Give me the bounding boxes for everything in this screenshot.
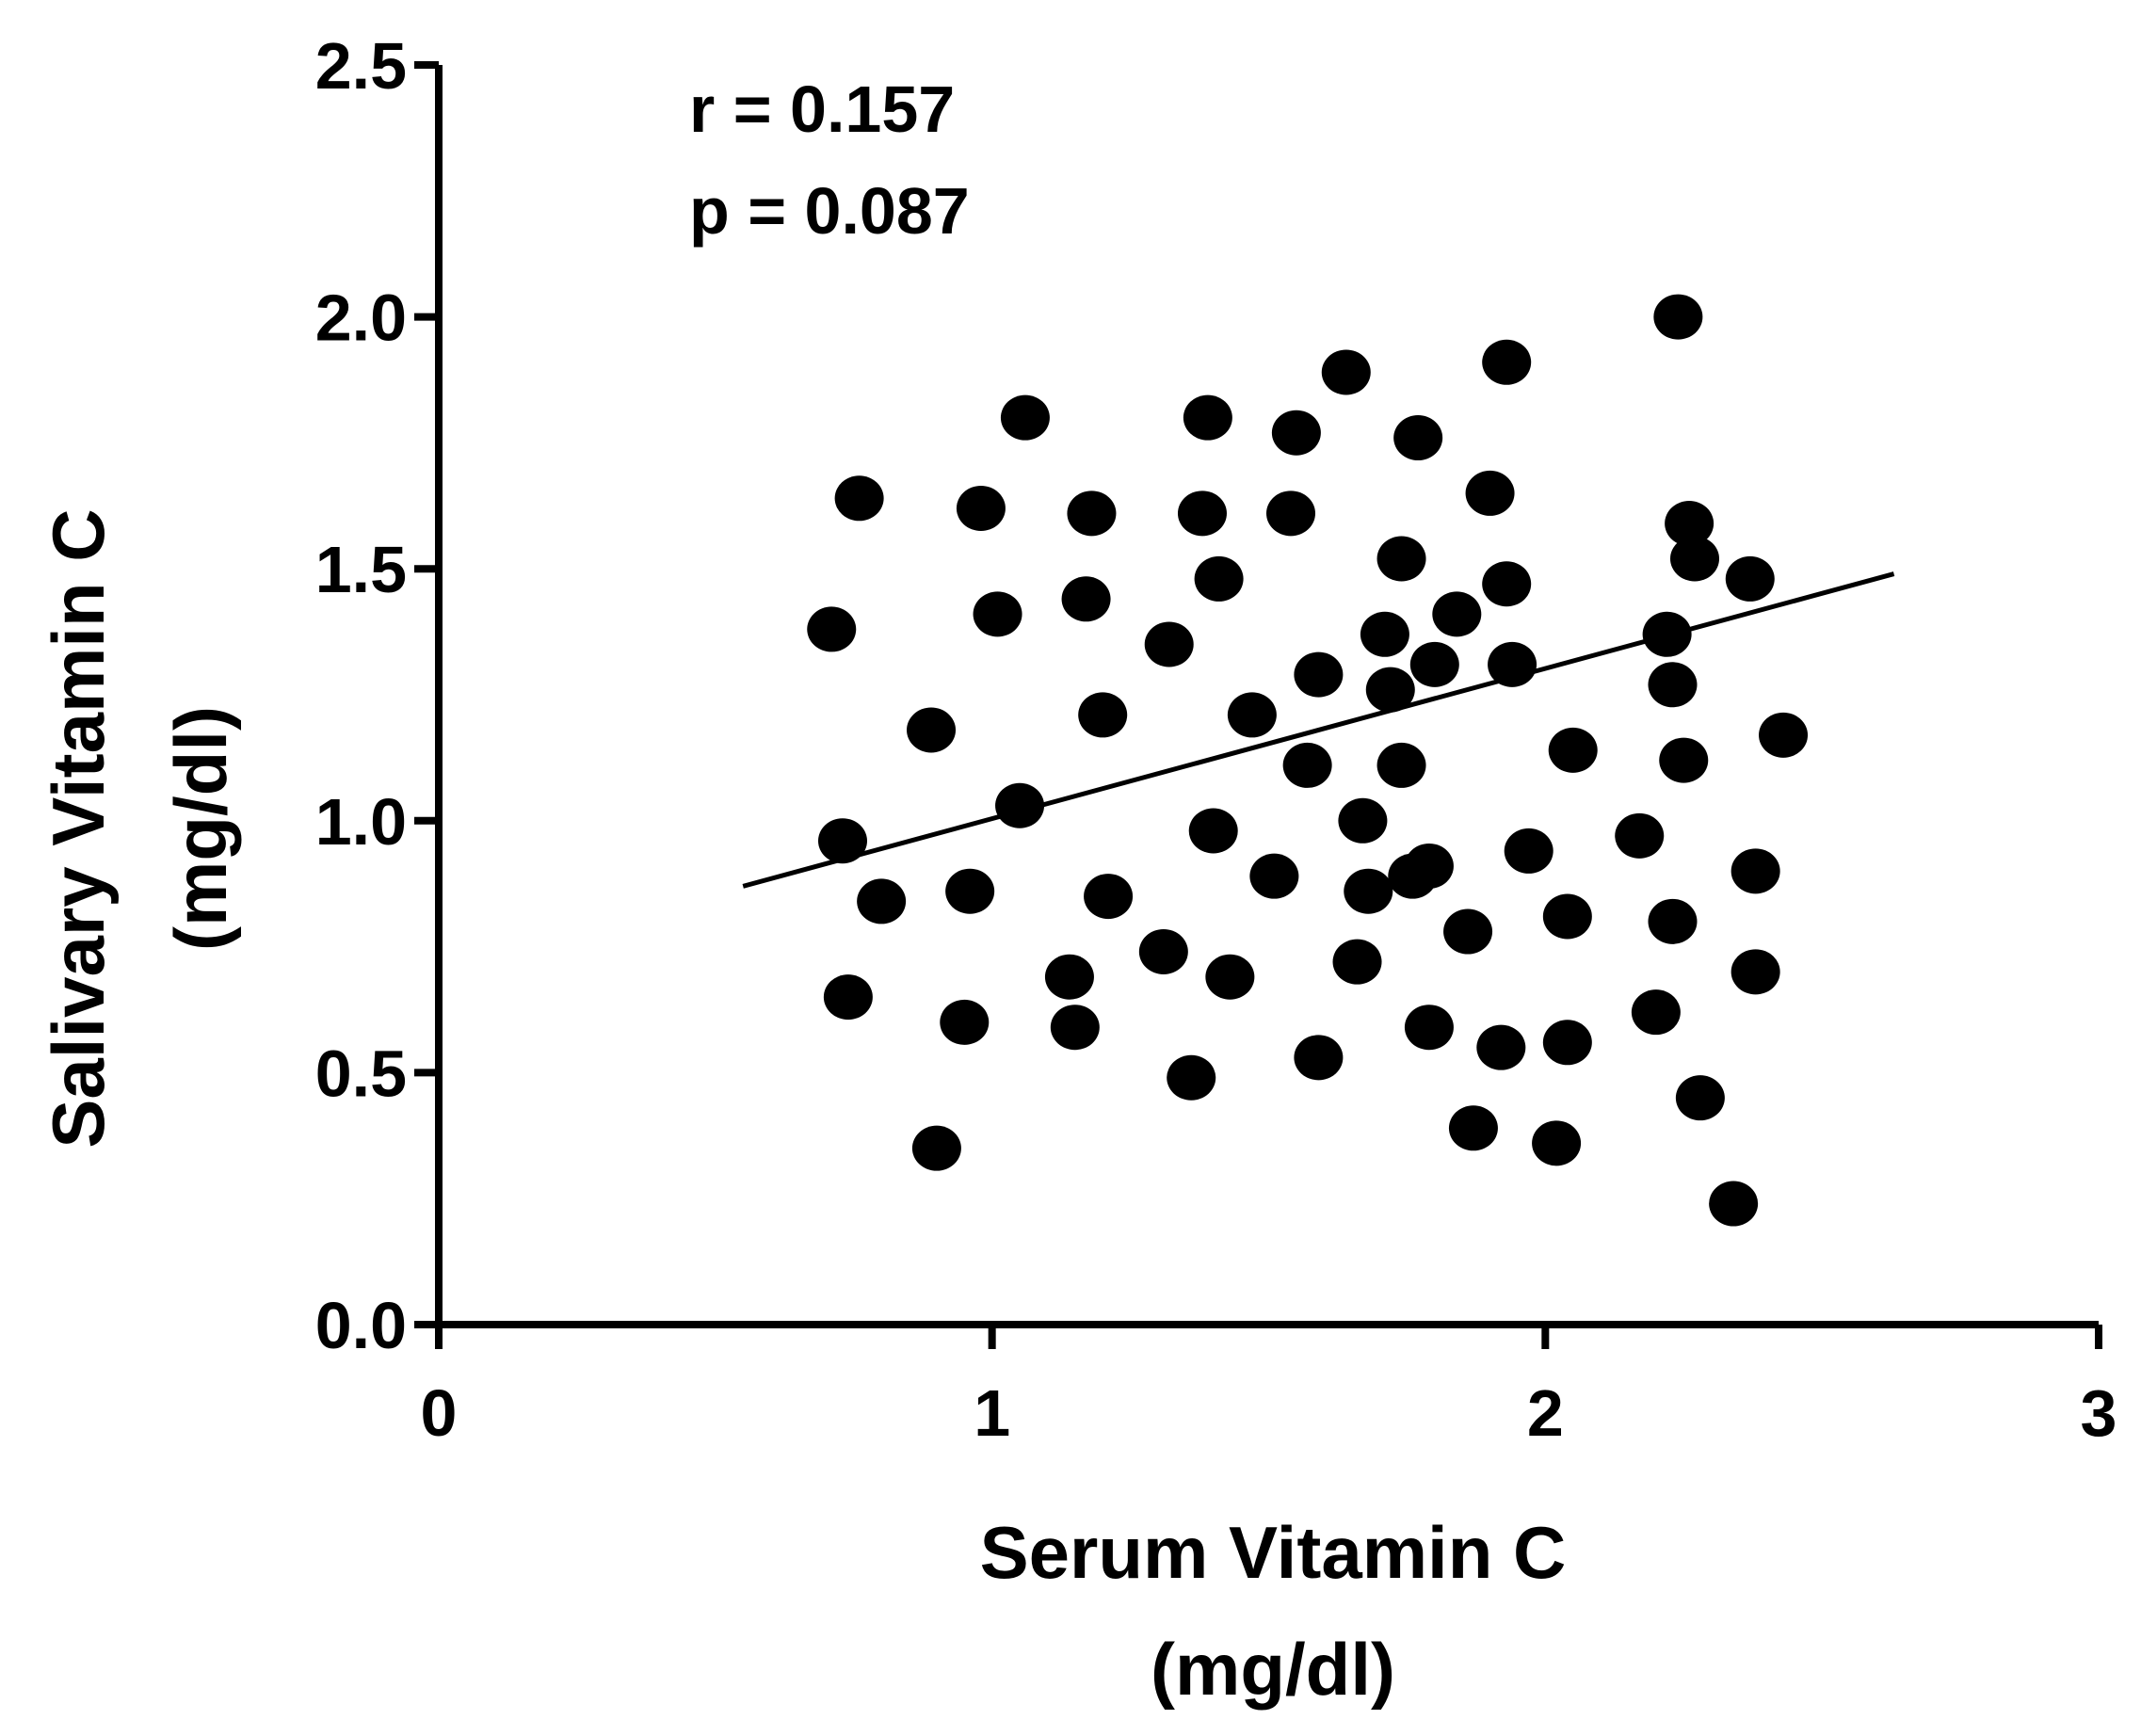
data-point bbox=[1648, 898, 1698, 944]
y-tick-label: 1.0 bbox=[315, 785, 407, 859]
data-point bbox=[1205, 954, 1255, 1000]
data-point bbox=[1653, 294, 1703, 340]
data-point bbox=[1648, 662, 1698, 708]
data-point bbox=[1332, 939, 1382, 985]
data-point bbox=[1670, 536, 1720, 582]
data-point bbox=[1050, 1005, 1100, 1051]
y-tick-label: 2.5 bbox=[315, 29, 407, 103]
data-point bbox=[1482, 339, 1532, 385]
x-axis-title-line2: (mg/dl) bbox=[1151, 1628, 1395, 1711]
data-point bbox=[1177, 490, 1227, 537]
data-point bbox=[1376, 536, 1426, 582]
data-point bbox=[1167, 1054, 1216, 1101]
data-point bbox=[1759, 712, 1809, 758]
data-point bbox=[1249, 853, 1299, 899]
data-point bbox=[1731, 949, 1780, 995]
x-tick-label: 3 bbox=[2081, 1376, 2117, 1450]
data-point bbox=[907, 707, 957, 753]
x-tick-label: 1 bbox=[974, 1376, 1010, 1450]
data-points bbox=[807, 294, 1809, 1227]
data-point bbox=[973, 591, 1022, 637]
y-axis-title-line1: Salivary Vitamin C bbox=[37, 508, 120, 1148]
data-point bbox=[1338, 797, 1388, 844]
data-point bbox=[1631, 989, 1681, 1036]
data-point bbox=[1615, 812, 1665, 859]
data-point bbox=[1321, 349, 1371, 395]
data-point bbox=[995, 782, 1045, 828]
data-point bbox=[1504, 828, 1553, 874]
y-tick-label: 2.0 bbox=[315, 281, 407, 355]
data-point bbox=[1067, 490, 1117, 537]
data-point bbox=[1282, 742, 1332, 788]
data-point bbox=[1227, 692, 1277, 738]
data-point bbox=[823, 974, 873, 1021]
data-point bbox=[1542, 1020, 1592, 1066]
data-point bbox=[911, 1125, 961, 1171]
data-point bbox=[1731, 848, 1780, 894]
x-axis-ticks: 0 1 2 3 bbox=[421, 1325, 2117, 1450]
data-point bbox=[1078, 692, 1128, 738]
data-point bbox=[1665, 501, 1714, 547]
data-point bbox=[1344, 868, 1393, 914]
data-point bbox=[1675, 1075, 1725, 1121]
data-point bbox=[940, 999, 990, 1045]
x-tick-label: 2 bbox=[1527, 1376, 1564, 1450]
data-point bbox=[1044, 954, 1094, 1000]
data-point bbox=[1360, 611, 1409, 657]
data-point bbox=[1194, 555, 1244, 602]
data-point bbox=[1393, 415, 1443, 461]
x-tick-label: 0 bbox=[421, 1376, 458, 1450]
data-point bbox=[1409, 641, 1459, 687]
data-point bbox=[1294, 651, 1344, 698]
x-axis-title-line1: Serum Vitamin C bbox=[980, 1511, 1567, 1594]
data-point bbox=[1448, 1105, 1498, 1151]
data-point bbox=[1404, 1005, 1454, 1051]
data-point bbox=[1271, 410, 1321, 456]
data-point bbox=[956, 485, 1006, 531]
data-point bbox=[1548, 727, 1598, 773]
y-axis-title-line2: (mg/dl) bbox=[159, 706, 242, 951]
y-tick-label: 0.0 bbox=[315, 1289, 407, 1362]
p-value-annotation: p = 0.087 bbox=[689, 174, 970, 248]
data-point bbox=[1482, 561, 1532, 607]
y-tick-label: 0.5 bbox=[315, 1037, 407, 1110]
data-point bbox=[1000, 394, 1050, 441]
data-point bbox=[1476, 1024, 1526, 1070]
regression-line bbox=[742, 571, 1895, 889]
data-point bbox=[857, 878, 907, 924]
data-point bbox=[1084, 874, 1134, 920]
data-point bbox=[1138, 928, 1188, 974]
data-point bbox=[817, 818, 867, 864]
data-point bbox=[1709, 1181, 1759, 1227]
data-point bbox=[807, 606, 857, 652]
data-point bbox=[1188, 808, 1238, 854]
r-value-annotation: r = 0.157 bbox=[689, 72, 955, 146]
data-point bbox=[1144, 621, 1194, 667]
data-point bbox=[834, 475, 884, 522]
data-point bbox=[1404, 843, 1454, 889]
data-point bbox=[1659, 737, 1709, 783]
data-point bbox=[945, 868, 995, 914]
data-point bbox=[1061, 576, 1111, 622]
data-point bbox=[1376, 742, 1426, 788]
data-point bbox=[1266, 490, 1316, 537]
data-point bbox=[1365, 667, 1415, 713]
data-point bbox=[1532, 1120, 1582, 1166]
data-point bbox=[1183, 394, 1232, 441]
data-point bbox=[1465, 470, 1515, 516]
data-point bbox=[1725, 555, 1775, 602]
data-point bbox=[1432, 591, 1482, 637]
y-tick-label: 1.5 bbox=[315, 533, 407, 606]
data-point bbox=[1294, 1035, 1344, 1081]
y-axis-ticks: 0.0 0.5 1.0 1.5 2.0 2.5 bbox=[315, 29, 439, 1362]
data-point bbox=[1542, 893, 1592, 940]
data-point bbox=[1443, 908, 1493, 955]
